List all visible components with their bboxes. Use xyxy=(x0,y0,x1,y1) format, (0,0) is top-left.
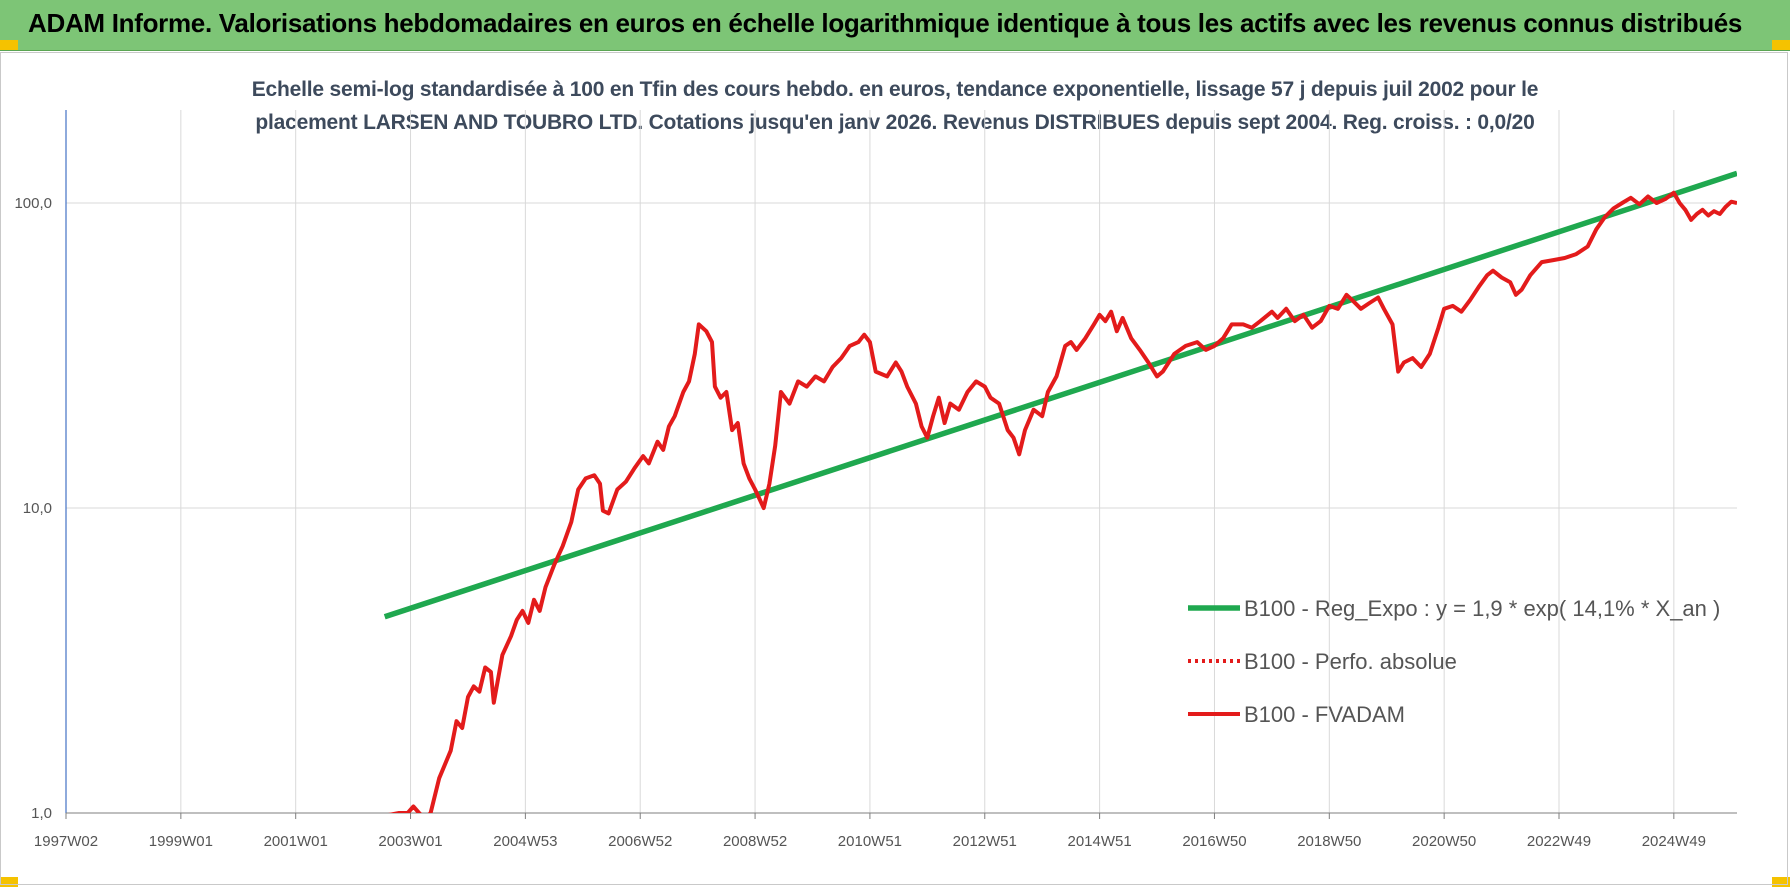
chart-title-line-1: Echelle semi-log standardisée à 100 en T… xyxy=(251,78,1539,101)
legend-label: B100 - FVADAM xyxy=(1244,702,1405,727)
x-tick-label: 2016W50 xyxy=(1182,833,1246,850)
y-tick-label: 10,0 xyxy=(23,500,52,517)
corner-mark-bottom-right xyxy=(1772,877,1790,887)
x-tick-label: 1999W01 xyxy=(149,833,213,850)
x-tick-label: 1997W02 xyxy=(34,833,98,850)
chart-frame xyxy=(0,52,1788,885)
legend-label: B100 - Reg_Expo : y = 1,9 * exp( 14,1% *… xyxy=(1244,596,1720,621)
x-tick-label: 2022W49 xyxy=(1527,833,1591,850)
trend-line-series xyxy=(383,170,1737,620)
y-tick-label: 1,0 xyxy=(31,805,52,822)
corner-mark-top-right xyxy=(1772,40,1790,50)
header-bar: ADAM Informe. Valorisations hebdomadaire… xyxy=(0,0,1790,51)
x-tick-label: 2004W53 xyxy=(493,833,557,850)
x-tick-label: 2008W52 xyxy=(723,833,787,850)
x-tick-label: 2006W52 xyxy=(608,833,672,850)
corner-mark-bottom-left xyxy=(0,877,18,887)
x-tick-label: 2010W51 xyxy=(838,833,902,850)
x-tick-label: 2024W49 xyxy=(1642,833,1706,850)
page-title: ADAM Informe. Valorisations hebdomadaire… xyxy=(28,8,1743,38)
x-tick-label: 2003W01 xyxy=(378,833,442,850)
chart-title-line-2: placement LARSEN AND TOUBRO LTD. Cotatio… xyxy=(255,111,1535,134)
x-tick-label: 2018W50 xyxy=(1297,833,1361,850)
legend-label: B100 - Perfo. absolue xyxy=(1244,649,1457,674)
x-tick-label: 2014W51 xyxy=(1067,833,1131,850)
x-tick-label: 2020W50 xyxy=(1412,833,1476,850)
x-tick-label: 2012W51 xyxy=(953,833,1017,850)
x-tick-label: 2001W01 xyxy=(264,833,328,850)
corner-mark-top-left xyxy=(0,40,18,50)
y-tick-label: 100,0 xyxy=(14,195,52,212)
fvadam-line-series xyxy=(388,190,1737,813)
